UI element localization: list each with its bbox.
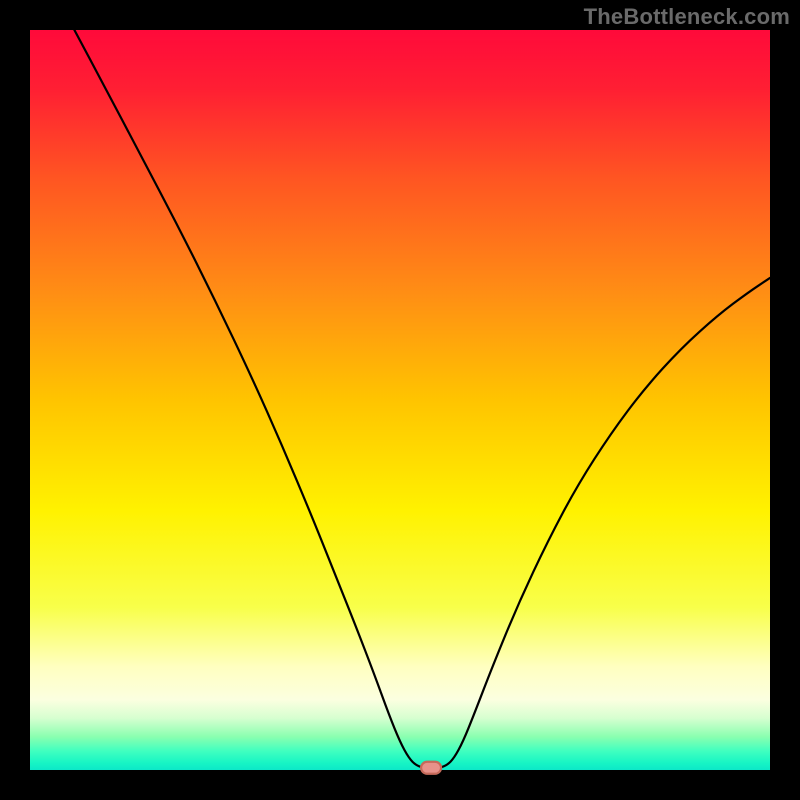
chart-container: TheBottleneck.com	[0, 0, 800, 800]
optimal-point-marker	[421, 762, 441, 774]
plot-gradient-background	[30, 30, 770, 770]
bottleneck-chart	[0, 0, 800, 800]
watermark-text: TheBottleneck.com	[584, 4, 790, 30]
